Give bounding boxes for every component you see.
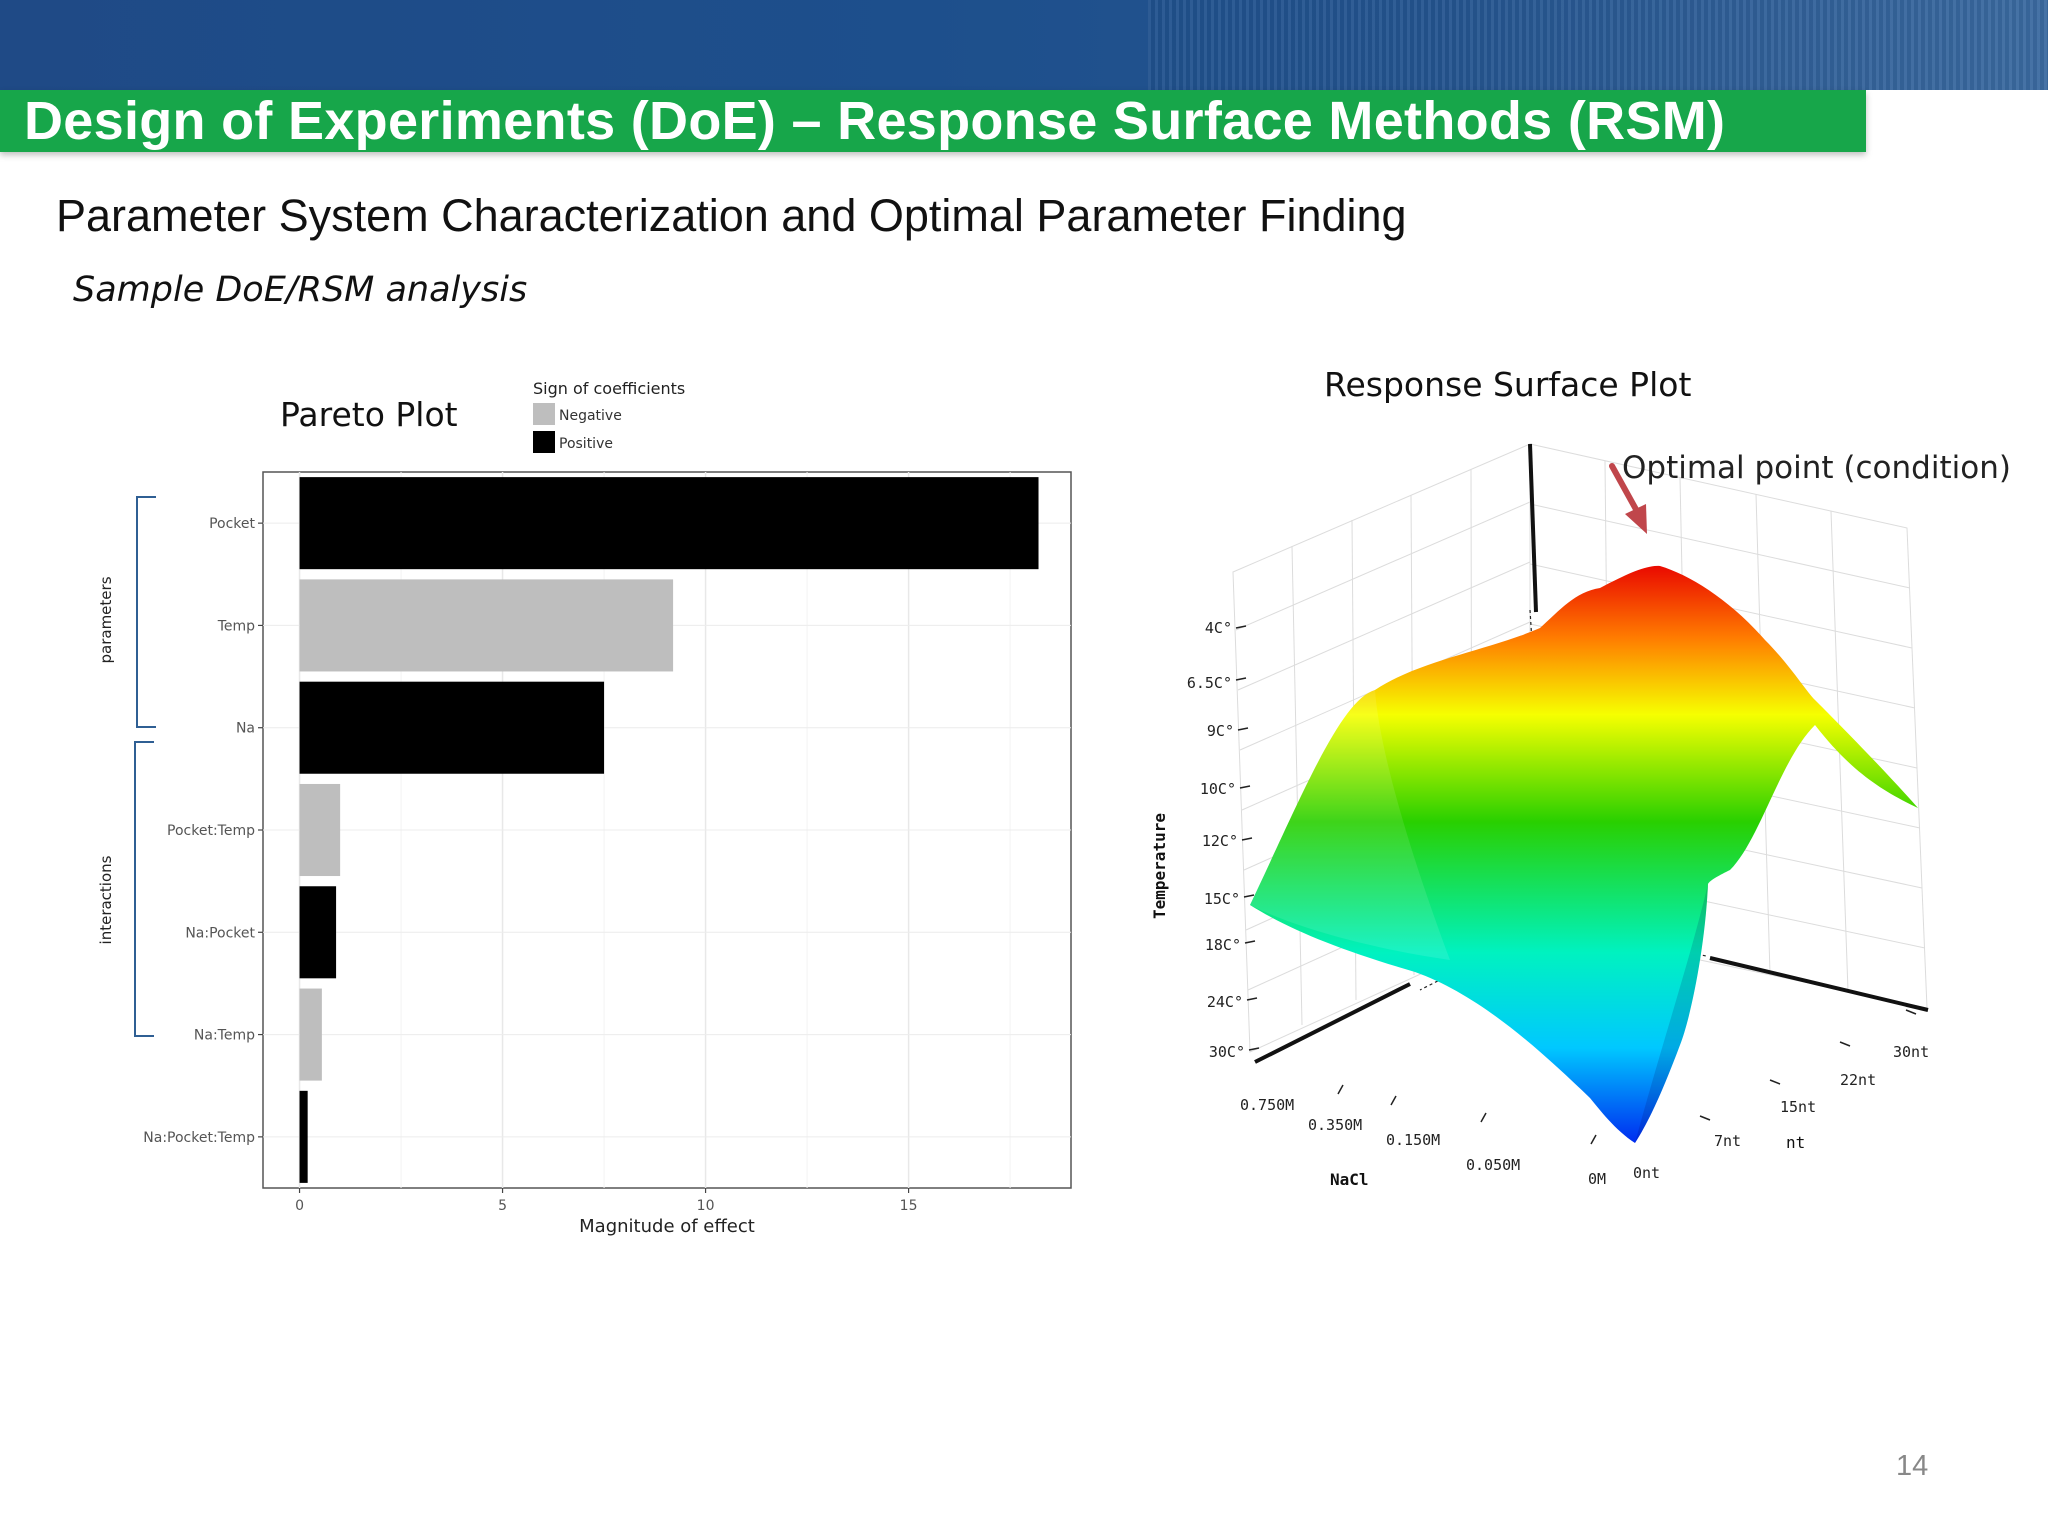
- z-tick-labels: 4C° 6.5C° 9C° 10C° 12C° 15C° 18C° 24C° 3…: [1187, 619, 1245, 1061]
- bar-na-pocket-temp: [299, 1090, 308, 1183]
- z-tick-label: 6.5C°: [1187, 674, 1232, 692]
- y-tick-label: 7nt: [1714, 1132, 1741, 1150]
- chart-legend: Sign of coefficients Negative Positive: [533, 379, 685, 453]
- x-tick-label: 10: [697, 1198, 715, 1214]
- bar-pocket: [299, 477, 1039, 570]
- x-tick-label: 0.350M: [1308, 1116, 1362, 1134]
- bar-temp: [299, 579, 674, 672]
- z-tick-label: 10C°: [1200, 780, 1236, 798]
- y-axis-title: nt: [1786, 1133, 1805, 1152]
- page-number: 14: [1896, 1450, 1929, 1482]
- category-label: Temp: [217, 618, 255, 634]
- response-surface-plot-label: Response Surface Plot: [1324, 365, 1692, 404]
- slide-title: Design of Experiments (DoE) – Response S…: [24, 91, 1726, 151]
- interactions-bracket: [134, 741, 154, 1037]
- y-tick-label: 0nt: [1633, 1164, 1660, 1182]
- x-axis-title: NaCl: [1330, 1170, 1369, 1189]
- category-label: Pocket: [209, 516, 255, 532]
- bar-na-temp: [299, 988, 322, 1081]
- x-tick-label: 0.050M: [1466, 1156, 1520, 1174]
- z-axis-title: Temperature: [1150, 813, 1169, 919]
- bars: [299, 477, 1039, 1183]
- category-label: Pocket:Temp: [167, 823, 255, 839]
- z-tick-label: 4C°: [1205, 619, 1232, 637]
- z-tick-label: 12C°: [1202, 832, 1238, 850]
- z-tick-label: 9C°: [1207, 722, 1234, 740]
- title-bar: Design of Experiments (DoE) – Response S…: [0, 90, 1866, 152]
- pareto-plot-label: Pareto Plot: [280, 395, 458, 434]
- surface-highlight: [1250, 690, 1450, 960]
- response-surface: [1250, 565, 1918, 1143]
- category-labels: Pocket Temp Na Pocket:Temp Na:Pocket Na:Temp N…: [143, 516, 263, 1146]
- response-surface-chart: 4C° 6.5C° 9C° 10C° 12C° 15C° 18C° 24C° 3…: [1150, 443, 2011, 1189]
- y-tick-label: 22nt: [1840, 1071, 1876, 1089]
- x-tick-label: 15: [900, 1198, 918, 1214]
- group-label-parameters: parameters: [97, 576, 115, 663]
- annotation-arrow-icon: [1609, 463, 1647, 534]
- z-tick-label: 24C°: [1207, 993, 1243, 1011]
- vertical-axis-line: [1528, 443, 1538, 613]
- header-banner: [0, 0, 2048, 90]
- legend-swatch-negative: [533, 403, 555, 425]
- x-tick-label: 0M: [1588, 1170, 1606, 1188]
- z-tick-label: 30C°: [1209, 1043, 1245, 1061]
- x-tick-labels: 0 5 10 15: [295, 1188, 918, 1214]
- x-tick-label: 0.750M: [1240, 1096, 1294, 1114]
- y-tick-label: 30nt: [1893, 1043, 1929, 1061]
- category-label: Na:Temp: [194, 1028, 255, 1044]
- x-tick-label: 0.150M: [1386, 1131, 1440, 1149]
- x-tick-label: 0: [295, 1198, 304, 1214]
- z-tick-label: 18C°: [1205, 936, 1241, 954]
- surface-shadow: [1635, 884, 1708, 1143]
- parameters-bracket: [136, 496, 156, 728]
- legend-title: Sign of coefficients: [533, 379, 685, 398]
- x-axis-title: Magnitude of effect: [579, 1216, 755, 1237]
- bar-pocket-temp: [299, 783, 341, 877]
- slide-caption: Sample DoE/RSM analysis: [73, 270, 528, 310]
- nt-axis-line: [1709, 956, 1929, 1012]
- y-tick-label: 15nt: [1780, 1098, 1816, 1116]
- group-label-interactions: interactions: [97, 855, 115, 944]
- bar-na-pocket: [299, 886, 337, 979]
- category-label: Na: [236, 721, 255, 737]
- y-tick-labels: 0nt 7nt 15nt 22nt 30nt: [1633, 1043, 1929, 1182]
- x-tick-label: 5: [498, 1198, 507, 1214]
- legend-entry-negative: Negative: [559, 408, 622, 424]
- legend-swatch-positive: [533, 431, 555, 453]
- z-tick-label: 15C°: [1204, 890, 1240, 908]
- pareto-chart: Sign of coefficients Negative Positive P…: [97, 379, 1072, 1237]
- x-tick-labels: 0.750M 0.350M 0.150M 0.050M 0M: [1240, 1096, 1606, 1188]
- legend-entry-positive: Positive: [559, 436, 613, 452]
- slide-subtitle: Parameter System Characterization and Op…: [56, 190, 1407, 241]
- category-label: Na:Pocket:Temp: [143, 1130, 255, 1146]
- optimal-point-annotation: Optimal point (condition): [1622, 450, 2011, 486]
- axis-tick-marks: [1235, 625, 1917, 1145]
- category-label: Na:Pocket: [185, 925, 255, 941]
- nacl-axis-line: [1254, 982, 1411, 1064]
- bar-na: [299, 681, 605, 774]
